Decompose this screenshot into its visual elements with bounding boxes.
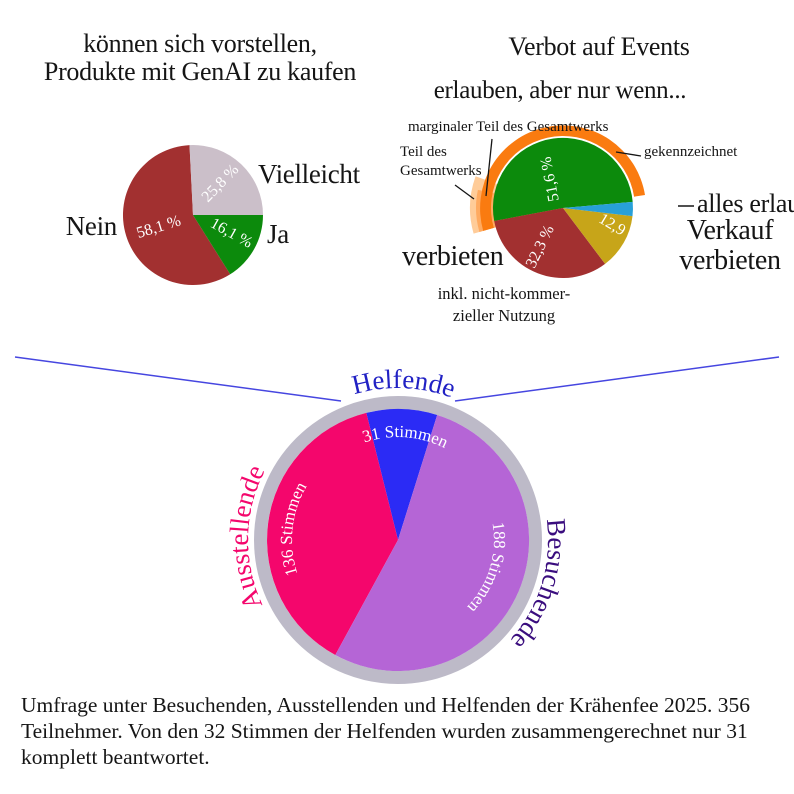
pie-slice-ja [193, 215, 263, 275]
connector-line-left [14, 356, 342, 402]
leader-line-teil-des-gesamtwerks [454, 184, 475, 200]
annotation-gekennzeichnet: gekennzeichnet [644, 144, 738, 160]
pie-slice-helfende [366, 409, 438, 540]
participants-pie: 31 Stimmen 136 Stimmen 188 Stimmen Helfe… [224, 364, 572, 684]
label-vielleicht: Vielleicht [258, 159, 360, 189]
label-nein: Nein [65, 211, 118, 241]
pie-slice-ausstellende [267, 412, 398, 655]
label-verbieten-sub: inkl. nicht-kommer- zieller Nutzung [418, 283, 590, 326]
pie-slice-alles-erlauben [563, 201, 633, 217]
label-verbieten: verbieten [402, 241, 504, 272]
genai-purchase-pie: 58,1 % 25,8 % 16,1 % [122, 145, 263, 286]
participants-ring [254, 396, 542, 684]
annotation-marginaler-teil: marginaler Teil des Gesamtwerks [408, 119, 609, 135]
annotation-teil-des-gesamtwerks: Teil des Gesamtwerks [400, 143, 482, 180]
label-verbieten-sub-line1: inkl. nicht-kommer- [437, 284, 571, 303]
annotation-teil-line2: Gesamtwerks [400, 162, 482, 179]
connector-line-right [454, 356, 780, 402]
annotation-teil-line1: Teil des [400, 144, 447, 160]
pie-slice-verbieten [494, 208, 606, 278]
label-verbieten-sub-line2: zieller Nutzung [452, 305, 556, 325]
event-ban-subtitle: erlauben, aber nur wenn... [433, 77, 687, 104]
pie-slice-erlauben [492, 137, 633, 221]
pie-slice-besuchende [335, 415, 530, 672]
leader-line-marginaler-teil [485, 138, 493, 197]
genai-chart-title: können sich vorstellen, Produkte mit Gen… [20, 30, 380, 86]
event-ban-pie: 51,6 % 32,3 % 12,9 % [454, 125, 694, 278]
caption: Umfrage unter Besuchenden, Ausstellenden… [21, 692, 781, 770]
label-verkauf-verbieten: Verkauf verbieten [660, 216, 794, 276]
label-verkauf-line2: verbieten [679, 245, 781, 276]
event-ban-title: Verbot auf Events [508, 32, 690, 61]
pie-slice-verkauf-verbieten [563, 208, 633, 264]
caption-line2: Teilnehmer. Von den 32 Stimmen der Helfe… [21, 719, 748, 743]
label-alles-erlauben: alles erlauben [697, 189, 794, 218]
pie-slice-nein [122, 145, 231, 286]
label-ja: Ja [267, 219, 289, 249]
caption-line1: Umfrage unter Besuchenden, Ausstellenden… [21, 693, 750, 717]
caption-line3: komplett beantwortet. [21, 745, 210, 769]
leader-line-gekennzeichnet [615, 151, 642, 157]
label-verkauf-line1: Verkauf [686, 215, 774, 246]
genai-chart-title-line2: Produkte mit GenAI zu kaufen [43, 57, 357, 86]
genai-chart-title-line1: können sich vorstellen, [83, 29, 317, 58]
pie-slice-vielleicht [189, 145, 263, 215]
